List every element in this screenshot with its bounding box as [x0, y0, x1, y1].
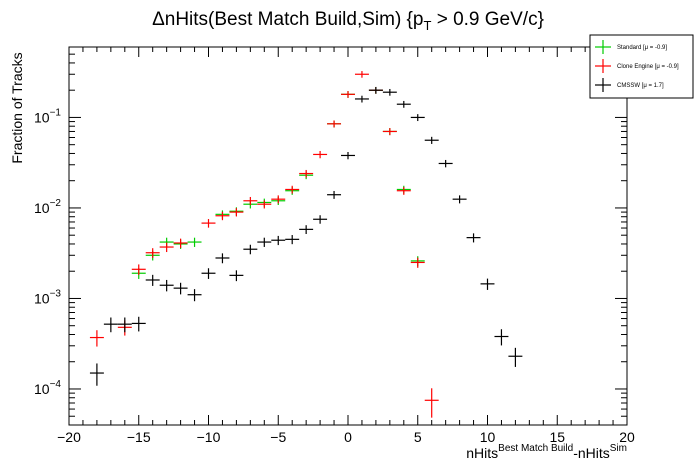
x-axis-label-sup1: Best Match Build — [498, 443, 573, 454]
series-clone-engine — [89, 71, 439, 418]
legend-label: Standard [μ = -0.9] — [617, 45, 667, 51]
data-point — [89, 330, 104, 347]
data-point — [187, 289, 202, 302]
y-tick-label: 10−3 — [34, 288, 61, 306]
y-tick-label-base: 10 — [34, 200, 50, 216]
chart-title-tail: > 0.9 GeV/c} — [431, 9, 544, 30]
y-tick-label-base: 10 — [34, 290, 50, 306]
data-point — [313, 150, 328, 159]
data-point — [354, 71, 369, 78]
x-axis-label-main: nHits — [466, 445, 498, 461]
data-point — [382, 128, 397, 136]
data-point — [103, 317, 118, 333]
x-tick-label: −20 — [57, 429, 81, 445]
x-tick-label: −15 — [127, 429, 151, 445]
x-axis-label-sup2: Sim — [610, 443, 627, 454]
legend-entry: Standard [μ = -0.9] — [595, 40, 667, 54]
legend-label: CMSSW [μ = 1.7] — [617, 83, 664, 89]
y-tick-label-base: 10 — [34, 109, 50, 125]
data-point — [215, 253, 230, 264]
data-point — [117, 317, 132, 333]
data-point — [159, 242, 174, 253]
data-point — [285, 235, 300, 245]
data-point — [243, 196, 258, 206]
y-tick-label: 10−2 — [34, 198, 61, 216]
data-point — [257, 237, 272, 247]
x-tick-label: 20 — [619, 429, 635, 445]
y-axis: 10−410−310−210−1 — [34, 53, 627, 426]
x-tick-label: 15 — [549, 429, 565, 445]
data-point — [229, 270, 244, 282]
data-point — [396, 187, 411, 195]
x-tick-label: 10 — [480, 429, 496, 445]
y-tick-label-base: 10 — [34, 381, 50, 397]
data-point — [382, 88, 397, 96]
data-point — [201, 268, 216, 279]
series-layer — [89, 71, 523, 418]
x-axis: −20 −15 −10 −5 0 5 10 15 20 — [57, 47, 635, 445]
x-tick-label: 5 — [414, 429, 422, 445]
data-point — [145, 274, 160, 286]
y-tick-label: 10−4 — [34, 379, 61, 397]
data-point — [327, 120, 342, 128]
data-point — [480, 278, 495, 290]
chart-title-sub: T — [423, 18, 431, 33]
legend-entry: CMSSW [μ = 1.7] — [595, 78, 664, 92]
data-point — [508, 347, 523, 367]
data-point — [494, 329, 509, 346]
data-point — [466, 233, 481, 243]
legend-label: Clone Engine [μ = -0.9] — [617, 64, 679, 70]
data-point — [145, 248, 160, 258]
data-point — [131, 264, 146, 275]
y-axis-label: Fraction of Tracks — [9, 52, 25, 163]
y-tick-label-exp: −3 — [50, 288, 62, 299]
data-point — [396, 100, 411, 108]
x-axis-label: nHitsBest Match Build-nHitsSim — [466, 443, 627, 461]
y-tick-label-exp: −1 — [50, 107, 62, 118]
data-point — [313, 215, 328, 224]
data-point — [285, 185, 300, 194]
data-point — [271, 235, 286, 246]
data-point — [438, 159, 453, 168]
data-point — [341, 91, 355, 98]
data-point — [173, 238, 188, 248]
y-tick-label-exp: −4 — [50, 379, 62, 390]
data-point — [354, 95, 369, 103]
data-point — [243, 244, 258, 255]
data-point — [271, 195, 286, 204]
data-point — [410, 257, 425, 268]
data-point — [341, 151, 355, 160]
y-tick-label-exp: −2 — [50, 198, 62, 209]
data-point — [89, 363, 104, 386]
data-point — [327, 190, 342, 199]
legend-entries: Standard [μ = -0.9] Clone Engine [μ = -0.… — [595, 40, 679, 92]
y-tick-label: 10−1 — [34, 107, 61, 125]
data-point — [299, 225, 314, 235]
data-point — [368, 86, 383, 94]
chart-title: ΔnHits(Best Match Build,Sim) {pT > 0.9 G… — [152, 9, 544, 33]
legend: Standard [μ = -0.9] Clone Engine [μ = -0.… — [589, 34, 694, 99]
x-tick-label: −5 — [270, 429, 286, 445]
data-point — [187, 237, 202, 247]
legend-entry: Clone Engine [μ = -0.9] — [595, 59, 679, 73]
data-point — [215, 211, 230, 221]
x-axis-label-mid: -nHits — [573, 445, 610, 461]
data-point — [201, 219, 216, 228]
data-point — [452, 195, 467, 204]
data-point — [424, 136, 439, 144]
data-point — [257, 200, 272, 209]
data-point — [410, 114, 425, 122]
data-point — [131, 316, 146, 332]
data-point — [424, 388, 439, 418]
series-cmssw — [89, 86, 523, 386]
chart-title-main: ΔnHits(Best Match Build,Sim) {p — [152, 9, 423, 30]
data-point — [159, 279, 174, 292]
data-point — [299, 169, 314, 178]
x-tick-label: 0 — [344, 429, 352, 445]
x-tick-label: −10 — [197, 429, 221, 445]
data-point — [229, 208, 244, 217]
data-point — [173, 282, 188, 295]
